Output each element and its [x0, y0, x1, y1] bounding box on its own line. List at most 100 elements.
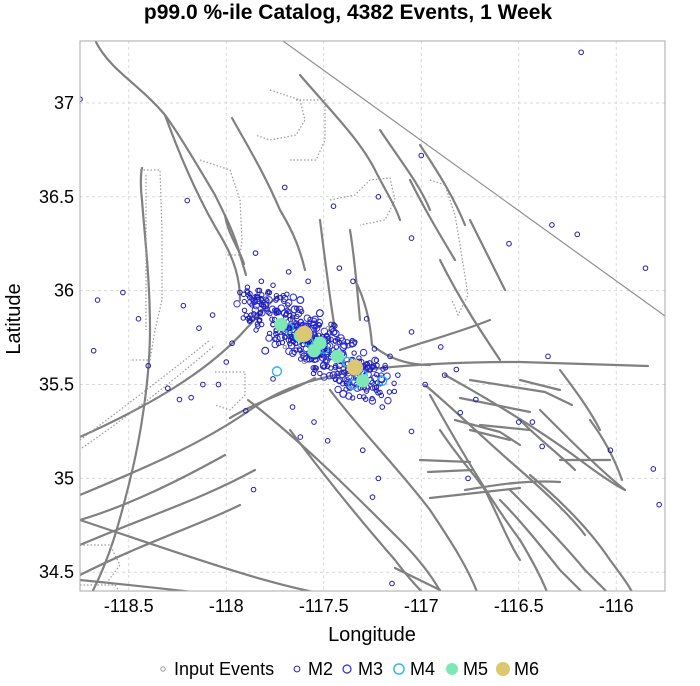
- event-marker: [453, 366, 460, 373]
- y-tick-label: 36: [54, 281, 74, 301]
- event-marker: [395, 372, 401, 378]
- event-marker: [223, 359, 230, 365]
- cluster-event-marker: [251, 311, 257, 317]
- cluster-event-marker: [391, 380, 397, 387]
- cluster-event-marker: [294, 305, 300, 311]
- cluster-event-marker: [284, 291, 290, 297]
- event-marker: [387, 353, 393, 360]
- event-marker: [280, 309, 289, 318]
- cluster-event-marker: [377, 381, 383, 387]
- cluster-event-marker: [334, 385, 342, 394]
- event-marker: [375, 194, 382, 200]
- cluster-event-marker: [386, 389, 393, 395]
- fault-lines: [80, 41, 650, 591]
- event-marker: [363, 316, 370, 322]
- cluster-event-marker: [253, 314, 260, 320]
- legend-marker: [342, 664, 352, 674]
- event-marker: [549, 222, 555, 228]
- cluster-event-marker: [378, 372, 384, 378]
- cluster-event-marker: [317, 370, 323, 377]
- cluster-event-marker: [244, 284, 251, 290]
- y-tick-label: 36.5: [39, 187, 74, 207]
- cluster-event-marker: [289, 349, 297, 357]
- event-marker: [258, 278, 265, 285]
- cluster-event-marker: [241, 298, 248, 305]
- y-tick-label: 35.5: [39, 375, 74, 395]
- event-marker: [545, 353, 551, 360]
- cluster-event-marker: [372, 385, 378, 391]
- cluster-event-marker: [336, 378, 342, 384]
- event-marker: [209, 312, 216, 318]
- cluster-event-marker: [341, 369, 347, 375]
- cluster-event-marker: [313, 365, 319, 371]
- legend-label: M4: [410, 659, 435, 679]
- event-marker: [289, 404, 296, 410]
- event-marker: [329, 327, 338, 336]
- event-marker: [215, 381, 222, 388]
- event-marker: [578, 49, 584, 56]
- cluster-event-marker: [378, 392, 385, 399]
- event-marker: [164, 385, 171, 392]
- event-marker: [369, 494, 376, 500]
- event-marker: [377, 375, 388, 386]
- cluster-event-marker: [272, 307, 278, 313]
- event-marker: [346, 359, 364, 376]
- cluster-event-marker: [369, 380, 375, 386]
- event-marker: [307, 344, 321, 358]
- event-marker: [188, 394, 194, 401]
- cluster-event-marker: [285, 298, 293, 307]
- event-marker: [276, 333, 285, 342]
- event-marker: [379, 404, 386, 410]
- cluster-event-marker: [273, 297, 279, 303]
- event-marker: [437, 344, 444, 350]
- event-marker: [252, 250, 259, 256]
- event-marker: [339, 389, 348, 398]
- cluster-event-marker: [382, 365, 389, 371]
- event-marker: [607, 447, 614, 454]
- event-marker: [271, 366, 283, 377]
- cluster-event-marker: [307, 316, 313, 323]
- cluster-event-marker: [316, 321, 322, 328]
- cluster-event-marker: [269, 316, 275, 322]
- cluster-event-marker: [369, 385, 376, 391]
- event-marker: [261, 346, 270, 355]
- event-marker: [196, 325, 202, 332]
- cluster-event-marker: [382, 362, 388, 369]
- cluster-event-marker: [258, 296, 264, 302]
- event-marker: [285, 269, 292, 275]
- cluster-event-marker: [249, 296, 255, 302]
- legend-label: Input Events: [174, 659, 274, 679]
- cluster-event-marker: [303, 314, 311, 322]
- cluster-event-marker: [244, 288, 250, 294]
- cluster-event-marker: [255, 323, 261, 329]
- cluster-event-marker: [257, 309, 264, 316]
- cluster-event-marker: [266, 330, 273, 337]
- event-marker: [282, 344, 287, 350]
- series-m3: [261, 296, 371, 398]
- event-marker: [422, 381, 428, 388]
- cluster-event-marker: [332, 323, 338, 329]
- event-marker: [441, 372, 448, 378]
- event-marker: [375, 475, 382, 482]
- cluster-event-marker: [285, 347, 293, 355]
- cluster-event-marker: [240, 315, 246, 321]
- event-marker: [408, 235, 415, 241]
- event-marker: [176, 396, 183, 403]
- cluster-event-marker: [335, 376, 344, 385]
- event-marker: [515, 419, 522, 425]
- cluster-event-marker: [340, 381, 346, 387]
- event-marker: [356, 374, 370, 388]
- earthquake-points: [80, 49, 662, 587]
- legend-label: M3: [358, 659, 383, 679]
- event-marker: [650, 466, 657, 472]
- event-marker: [325, 326, 330, 331]
- cluster-event-marker: [320, 373, 328, 381]
- y-axis-label: Latitude: [3, 283, 25, 354]
- event-marker: [290, 318, 295, 323]
- event-marker: [330, 203, 337, 209]
- event-marker: [250, 486, 257, 493]
- cluster-event-marker: [273, 331, 279, 337]
- cluster-event-marker: [266, 289, 273, 296]
- event-marker: [349, 339, 358, 348]
- event-marker: [80, 96, 83, 102]
